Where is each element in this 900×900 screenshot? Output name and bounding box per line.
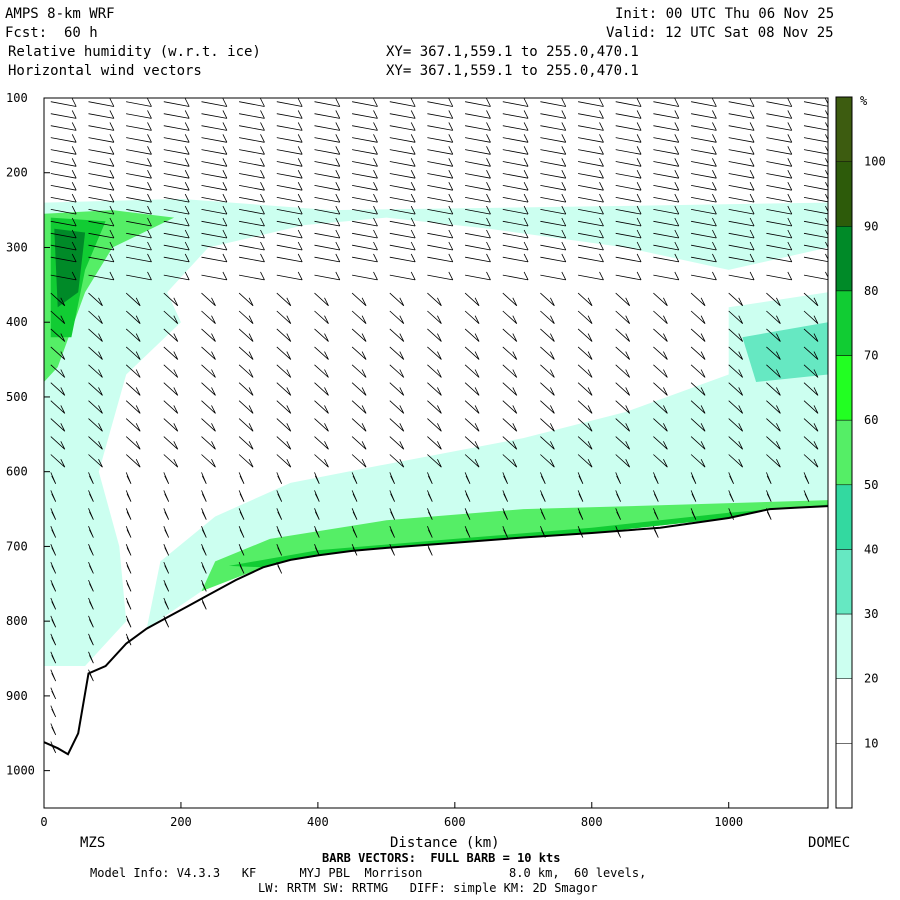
barb-column	[88, 98, 115, 682]
forecast-hours: 60 h	[64, 25, 98, 41]
x-axis-label: Distance (km)	[390, 835, 500, 851]
init-time: Init: 00 UTC Thu 06 Nov 25	[615, 6, 835, 22]
barb-column	[502, 98, 529, 538]
wind-barbs	[50, 98, 828, 754]
colorbar-level-label: 30	[864, 607, 878, 621]
field-title-rh: Relative humidity (w.r.t. ice)	[8, 44, 261, 60]
colorbar-top-segment	[836, 97, 852, 162]
below-ground-area	[44, 506, 828, 808]
colorbar-level-label: 40	[864, 542, 878, 556]
colorbar-level-label: 50	[864, 478, 878, 492]
barb-column	[615, 98, 642, 538]
colorbar-segment	[835, 355, 853, 421]
model-title: AMPS 8-km WRF	[5, 6, 115, 22]
colorbar-segment	[835, 549, 853, 615]
colorbar-level-label: 90	[864, 219, 878, 233]
rh-region-c30	[44, 198, 828, 666]
physics-info: LW: RRTM SW: RRTMG DIFF: simple KM: 2D S…	[258, 881, 598, 895]
colorbar-level-label: 20	[864, 672, 878, 686]
colorbar-segment	[835, 678, 853, 744]
colorbar-segment	[835, 419, 853, 486]
y-tick-label: 900	[6, 689, 28, 703]
barb-column	[163, 98, 190, 628]
y-tick-label: 300	[6, 240, 28, 254]
terrain-line	[44, 505, 828, 756]
y-tick-label: 400	[6, 315, 28, 329]
x-tick-label: 200	[170, 815, 192, 829]
colorbar-level-label: 70	[864, 349, 878, 363]
barb-column	[351, 98, 378, 556]
y-tick-label: 200	[6, 166, 28, 180]
barb-column	[766, 98, 793, 520]
barb-column	[238, 98, 265, 574]
model-info: Model Info: V4.3.3 KF MYJ PBL Morrison 8…	[90, 866, 647, 880]
x-tick-label: 0	[40, 815, 47, 829]
colorbar-segment	[835, 484, 853, 550]
x-tick-label: 800	[581, 815, 603, 829]
colorbar-segment	[835, 290, 853, 356]
colorbar-unit: %	[860, 94, 868, 108]
barb-column	[125, 98, 152, 646]
barb-column	[653, 98, 680, 538]
barb-column	[728, 98, 755, 520]
barb-column	[50, 98, 77, 754]
colorbar-segment	[835, 613, 853, 679]
colorbar-segment	[835, 226, 853, 292]
colorbar-level-label: 100	[864, 155, 886, 169]
barb-column	[803, 98, 828, 502]
barb-column	[276, 98, 303, 574]
y-tick-label: 700	[6, 539, 28, 553]
plot-clip-group	[44, 98, 828, 808]
colorbar-level-label: 60	[864, 413, 878, 427]
barb-column	[389, 98, 416, 556]
y-tick-label: 800	[6, 614, 28, 628]
colorbar-segment	[835, 161, 853, 227]
plot-frame	[43, 97, 829, 809]
barb-column	[464, 98, 491, 538]
barb-column	[690, 98, 717, 520]
plot-area	[44, 98, 828, 808]
forecast-label: Fcst:	[5, 25, 48, 41]
field-title-wind: Horizontal wind vectors	[8, 63, 202, 79]
barb-column	[314, 98, 341, 556]
barb-column	[427, 98, 454, 556]
site-left-label: MZS	[80, 835, 106, 851]
barb-column	[577, 98, 604, 538]
barb-column	[540, 98, 567, 538]
y-tick-label: 500	[6, 390, 28, 404]
barb-note: BARB VECTORS: FULL BARB = 10 kts	[322, 851, 561, 865]
y-tick-label: 600	[6, 465, 28, 479]
x-tick-label: 400	[307, 815, 329, 829]
x-tick-label: 1000	[714, 815, 743, 829]
rh-region-c90	[54, 228, 86, 308]
colorbar-segment	[835, 743, 853, 809]
barb-clip-group	[50, 98, 828, 754]
valid-time: Valid: 12 UTC Sat 08 Nov 25	[606, 25, 834, 41]
axes: 100 200 300 400 500 600 700 800 900 1000 0 200 400 60…	[6, 91, 829, 829]
xy-range-wind: XY= 367.1,559.1 to 255.0,470.1	[386, 63, 639, 79]
colorbar: % 10 20 30 40 50 60 70 80 90 100	[835, 94, 886, 809]
colorbar-level-label: 10	[864, 736, 878, 750]
barb-column	[201, 98, 228, 610]
xy-range-rh: XY= 367.1,559.1 to 255.0,470.1	[386, 44, 639, 60]
colorbar-frame	[835, 96, 853, 809]
rh-region-c80	[228, 504, 828, 568]
x-tick-label: 600	[444, 815, 466, 829]
y-tick-label: 100	[6, 91, 28, 105]
site-right-label: DOMEC	[808, 835, 851, 851]
y-tick-label: 1000	[6, 764, 35, 778]
colorbar-level-label: 80	[864, 284, 878, 298]
